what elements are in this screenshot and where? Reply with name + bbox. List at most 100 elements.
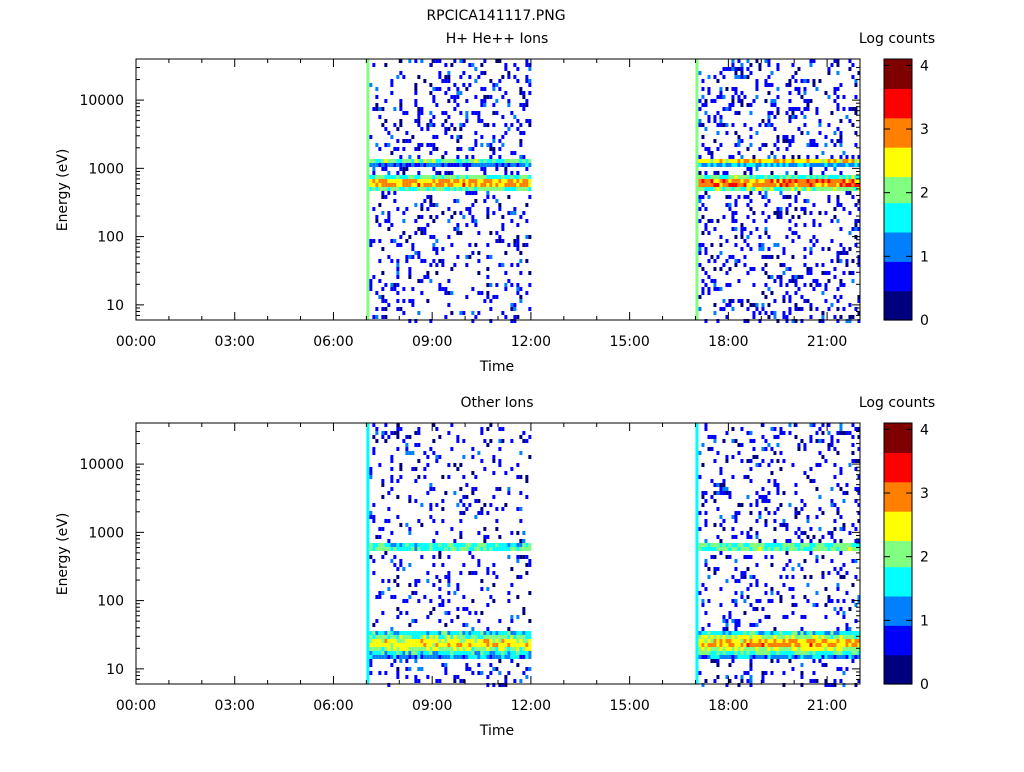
heatmap-cell bbox=[414, 91, 418, 95]
heatmap-cell bbox=[806, 131, 810, 135]
colorbar-segment bbox=[884, 303, 912, 308]
heatmap-cell bbox=[393, 543, 397, 547]
heatmap-cell bbox=[704, 159, 708, 163]
heatmap-cell bbox=[812, 187, 816, 191]
heatmap-cell bbox=[501, 647, 505, 651]
heatmap-cell bbox=[752, 575, 756, 579]
heatmap-cell bbox=[782, 647, 786, 651]
heatmap-cell bbox=[830, 635, 834, 639]
heatmap-cell bbox=[405, 159, 409, 163]
heatmap-cell bbox=[707, 635, 711, 639]
heatmap-cell bbox=[845, 263, 849, 267]
heatmap-cell bbox=[803, 255, 807, 259]
heatmap-cell bbox=[396, 127, 400, 131]
heatmap-cell bbox=[525, 563, 529, 567]
heatmap-cell bbox=[797, 163, 801, 167]
heatmap-cell bbox=[411, 451, 415, 455]
heatmap-cell bbox=[417, 579, 421, 583]
heatmap-cell bbox=[827, 67, 831, 71]
heatmap-cell bbox=[429, 83, 433, 87]
heatmap-cell bbox=[734, 87, 738, 91]
heatmap-cell bbox=[402, 159, 406, 163]
heatmap-cell bbox=[773, 647, 777, 651]
heatmap-cell bbox=[755, 655, 759, 659]
heatmap-cell bbox=[408, 59, 412, 63]
heatmap-cell bbox=[746, 271, 750, 275]
colorbar-tick-label: 1 bbox=[920, 613, 929, 629]
heatmap-cell bbox=[396, 243, 400, 247]
heatmap-cell bbox=[459, 175, 463, 179]
heatmap-cell bbox=[492, 135, 496, 139]
heatmap-cell bbox=[788, 119, 792, 123]
heatmap-cell bbox=[794, 547, 798, 551]
heatmap-cell bbox=[839, 551, 843, 555]
heatmap-cell bbox=[435, 263, 439, 267]
heatmap-cell bbox=[456, 163, 460, 167]
heatmap-cell bbox=[372, 167, 376, 171]
heatmap-cell bbox=[471, 183, 475, 187]
heatmap-cell bbox=[821, 543, 825, 547]
heatmap-cell bbox=[698, 243, 702, 247]
heatmap-cell bbox=[824, 459, 828, 463]
heatmap-cell bbox=[435, 251, 439, 255]
heatmap-cell bbox=[776, 187, 780, 191]
heatmap-cell bbox=[402, 167, 406, 171]
heatmap-cell bbox=[752, 639, 756, 643]
colorbar-segment bbox=[884, 218, 912, 223]
heatmap-cell bbox=[809, 315, 813, 319]
heatmap-cell bbox=[746, 655, 750, 659]
heatmap-cell bbox=[510, 123, 514, 127]
heatmap-cell bbox=[435, 651, 439, 655]
heatmap-cell bbox=[426, 299, 430, 303]
heatmap-cell bbox=[803, 615, 807, 619]
heatmap-cell bbox=[390, 643, 394, 647]
heatmap-cell bbox=[417, 639, 421, 643]
heatmap-cell bbox=[704, 147, 708, 151]
heatmap-cell bbox=[851, 107, 855, 111]
heatmap-cell bbox=[396, 159, 400, 163]
heatmap-cell bbox=[701, 267, 705, 271]
heatmap-cell bbox=[776, 639, 780, 643]
heatmap-cell bbox=[495, 199, 499, 203]
heatmap-cell bbox=[815, 307, 819, 311]
heatmap-cell bbox=[429, 215, 433, 219]
heatmap-cell bbox=[429, 263, 433, 267]
heatmap-cell bbox=[417, 427, 421, 431]
heatmap-cell bbox=[372, 651, 376, 655]
heatmap-cell bbox=[722, 643, 726, 647]
heatmap-cell bbox=[746, 163, 750, 167]
colorbar-segment bbox=[884, 436, 912, 440]
heatmap-cell bbox=[719, 487, 723, 491]
heatmap-cell bbox=[438, 435, 442, 439]
heatmap-cell bbox=[519, 183, 523, 187]
heatmap-cell bbox=[809, 251, 813, 255]
heatmap-cell bbox=[417, 187, 421, 191]
heatmap-cell bbox=[797, 91, 801, 95]
heatmap-cell bbox=[788, 267, 792, 271]
heatmap-cell bbox=[444, 611, 448, 615]
colorbar-segment bbox=[884, 481, 912, 486]
heatmap-cell bbox=[722, 483, 726, 487]
heatmap-cell bbox=[498, 543, 502, 547]
heatmap-cell bbox=[504, 675, 508, 679]
heatmap-cell bbox=[725, 579, 729, 583]
heatmap-cell bbox=[390, 283, 394, 287]
heatmap-cell bbox=[393, 183, 397, 187]
heatmap-cell bbox=[411, 643, 415, 647]
heatmap-cell bbox=[854, 655, 858, 659]
heatmap-cell bbox=[528, 547, 532, 551]
heatmap-cell bbox=[402, 635, 406, 639]
heatmap-cell bbox=[836, 587, 840, 591]
heatmap-cell bbox=[788, 183, 792, 187]
heatmap-cell bbox=[372, 543, 376, 547]
heatmap-cell bbox=[731, 599, 735, 603]
heatmap-cell bbox=[731, 103, 735, 107]
heatmap-cell bbox=[719, 515, 723, 519]
heatmap-cell bbox=[707, 575, 711, 579]
heatmap-cell bbox=[821, 187, 825, 191]
heatmap-cell bbox=[423, 275, 427, 279]
heatmap-cell bbox=[725, 179, 729, 183]
heatmap-cell bbox=[707, 179, 711, 183]
heatmap-cell bbox=[758, 187, 762, 191]
heatmap-cell bbox=[770, 659, 774, 663]
